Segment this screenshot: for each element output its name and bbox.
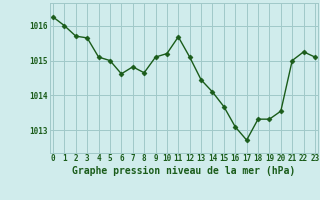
X-axis label: Graphe pression niveau de la mer (hPa): Graphe pression niveau de la mer (hPa) [72,166,296,176]
